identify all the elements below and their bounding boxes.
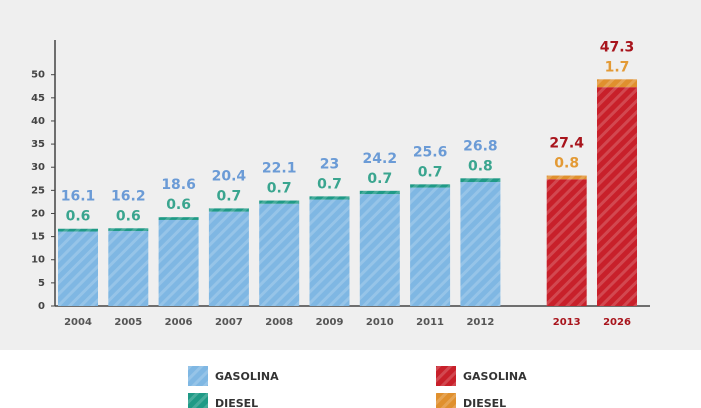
y-tick-label: 25 — [31, 185, 45, 196]
value-label: 0.7 — [367, 171, 392, 187]
y-tick-label: 5 — [38, 278, 45, 289]
bar-segment — [58, 231, 98, 306]
x-tick-label: 2026 — [603, 317, 631, 328]
x-tick-label: 2009 — [316, 317, 344, 328]
y-tick-label: 35 — [31, 139, 45, 150]
bar-segment — [597, 79, 637, 88]
bar-segment — [597, 87, 637, 306]
x-tick-label: 2005 — [114, 317, 142, 328]
value-label: 27.4 — [549, 136, 584, 152]
value-label: 0.7 — [418, 164, 443, 180]
bar-segment — [158, 217, 199, 220]
bar-segment — [546, 179, 587, 306]
bar-segment — [410, 187, 451, 306]
x-tick-label: 2006 — [165, 317, 193, 328]
x-tick-label: 2004 — [64, 317, 92, 328]
y-tick-label: 30 — [31, 162, 45, 173]
y-tick-label: 50 — [31, 70, 45, 81]
legend-label: DIESEL — [463, 397, 506, 408]
y-tick-label: 15 — [31, 232, 45, 243]
x-tick-label: 2010 — [366, 317, 394, 328]
value-label: 0.6 — [66, 209, 91, 225]
y-tick-label: 10 — [31, 255, 45, 266]
y-tick-label: 45 — [31, 93, 45, 104]
legend-label: GASOLINA — [463, 370, 527, 383]
value-label: 47.3 — [600, 39, 635, 55]
bar-segment — [108, 228, 149, 232]
value-label: 0.6 — [166, 197, 191, 213]
bar-segment — [309, 196, 350, 200]
value-label: 23 — [320, 156, 339, 172]
x-tick-label: 2007 — [215, 317, 243, 328]
bar-segment — [58, 228, 98, 232]
x-tick-label: 2012 — [466, 317, 494, 328]
bar-segment — [208, 211, 249, 306]
x-tick-label: 2011 — [416, 317, 444, 328]
value-label: 0.8 — [468, 158, 493, 174]
legend-swatch — [436, 366, 456, 386]
legend-label: DIESEL — [215, 397, 258, 408]
x-tick-label: 2013 — [553, 317, 581, 328]
bar-segment — [460, 178, 501, 183]
bar-segment — [259, 203, 300, 306]
value-label: 20.4 — [212, 168, 247, 184]
legend-label: GASOLINA — [215, 370, 279, 383]
bar-segment — [259, 200, 300, 204]
bar-segment — [309, 199, 350, 306]
value-label: 0.7 — [317, 176, 342, 192]
legend-swatch — [188, 393, 208, 408]
value-label: 0.7 — [216, 188, 241, 204]
bar-segment — [460, 182, 501, 306]
plot-background — [0, 0, 701, 350]
bar-segment — [108, 231, 149, 306]
legend-swatch — [436, 393, 456, 408]
value-label: 26.8 — [463, 138, 498, 154]
y-tick-label: 0 — [38, 301, 45, 312]
value-label: 0.7 — [267, 181, 292, 197]
value-label: 25.6 — [413, 144, 448, 160]
value-label: 24.2 — [363, 151, 398, 167]
value-label: 0.6 — [116, 208, 141, 224]
y-tick-label: 20 — [31, 208, 45, 219]
value-label: 22.1 — [262, 161, 297, 177]
x-tick-label: 2008 — [265, 317, 293, 328]
bar-segment — [546, 175, 587, 180]
bar-segment — [208, 208, 249, 212]
value-label: 1.7 — [605, 59, 630, 75]
bar-segment — [158, 219, 199, 306]
bar-segment — [359, 190, 400, 195]
value-label: 16.2 — [111, 188, 146, 204]
value-label: 18.6 — [161, 177, 196, 193]
bar-segment — [410, 184, 451, 188]
value-label: 0.8 — [554, 156, 579, 172]
y-tick-label: 40 — [31, 116, 45, 127]
value-label: 16.1 — [61, 189, 96, 205]
legend-swatch — [188, 366, 208, 386]
bar-segment — [359, 194, 400, 306]
